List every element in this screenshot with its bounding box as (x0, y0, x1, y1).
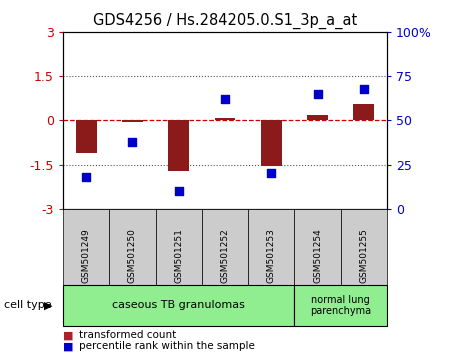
Point (221, 96, 229, 102)
Point (82, 174, 90, 180)
Point (129, 139, 136, 144)
Text: ■: ■ (63, 330, 73, 340)
Bar (353, 104, 374, 120)
Text: cell type: cell type (4, 300, 52, 310)
Text: GSM501254: GSM501254 (313, 228, 322, 283)
Bar (215, 118, 235, 120)
Bar (122, 120, 143, 122)
Bar (76, 120, 97, 153)
Text: GSM501252: GSM501252 (220, 228, 230, 283)
Bar (307, 115, 328, 120)
Text: GSM501249: GSM501249 (81, 228, 90, 283)
Text: normal lung
parenchyma: normal lung parenchyma (310, 295, 371, 316)
Text: ■: ■ (63, 341, 73, 351)
Text: ▶: ▶ (44, 300, 53, 310)
Point (175, 188, 182, 194)
Text: caseous TB granulomas: caseous TB granulomas (112, 300, 245, 310)
Point (360, 86, 368, 91)
Title: GDS4256 / Hs.284205.0.S1_3p_a_at: GDS4256 / Hs.284205.0.S1_3p_a_at (93, 13, 357, 29)
Bar (261, 120, 282, 166)
Point (268, 171, 275, 176)
Text: transformed count: transformed count (79, 330, 176, 340)
Text: GSM501255: GSM501255 (360, 228, 369, 283)
Text: GSM501250: GSM501250 (128, 228, 137, 283)
Bar (168, 120, 189, 171)
Text: percentile rank within the sample: percentile rank within the sample (79, 341, 255, 351)
Text: GSM501253: GSM501253 (267, 228, 276, 283)
Point (314, 91, 321, 97)
Text: GSM501251: GSM501251 (174, 228, 183, 283)
